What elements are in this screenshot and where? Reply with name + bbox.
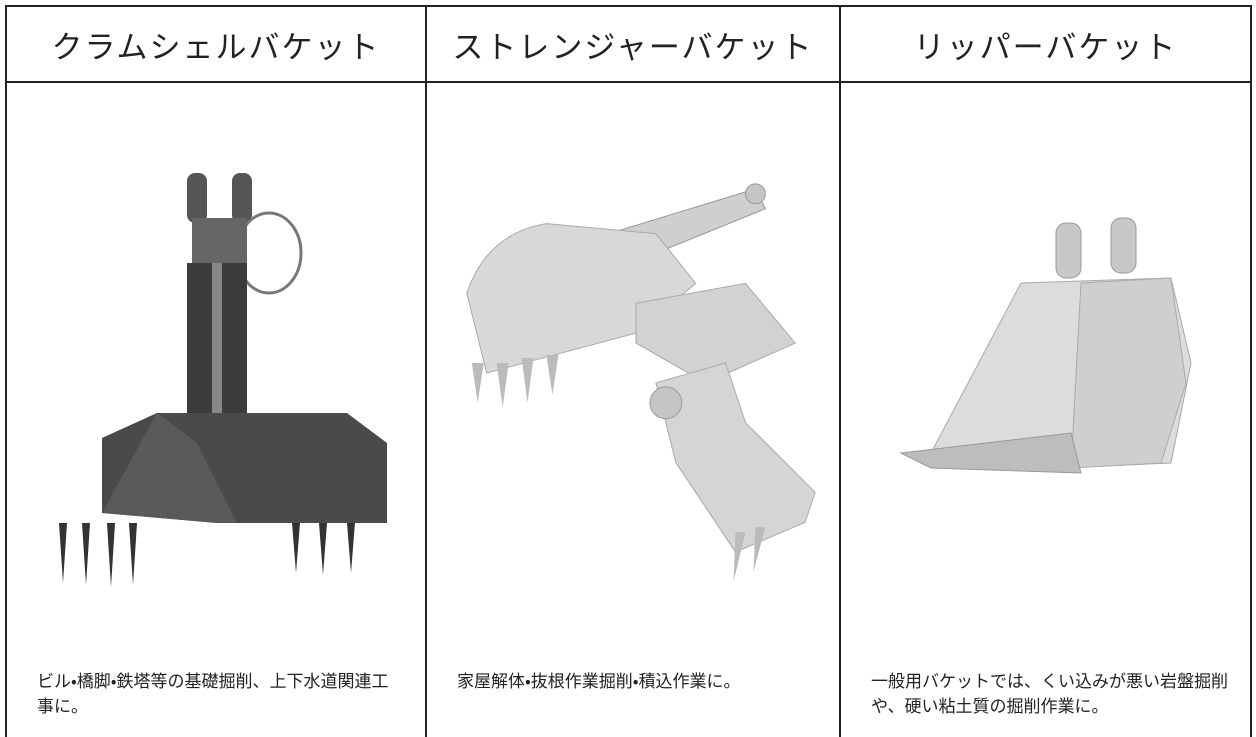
column: ストレンジャーバケット 家屋解体・抜根作業掘削・積込作業に。 xyxy=(425,7,839,737)
column: リッパーバケット 一般用バケットでは、くい込みが悪い岩盤掘削や、硬い粘土質の掘削… xyxy=(839,7,1250,737)
description: ビル・橋脚・鉄塔等の基礎掘削、上下水道関連工事に。 xyxy=(37,672,389,717)
description: 一般用バケットでは、くい込みが悪い岩盤掘削や、硬い粘土質の掘削作業に。 xyxy=(871,672,1228,717)
clamshell-bucket-image xyxy=(59,173,387,587)
column-title: クラムシェルバケット xyxy=(7,7,425,83)
description: 家屋解体・抜根作業掘削・積込作業に。 xyxy=(457,672,741,692)
column-title: リッパーバケット xyxy=(841,7,1250,83)
equipment-table: クラムシェルバケット ビル・橋脚・鉄塔等の基礎掘削、上下水道関連工事に。 ストレ… xyxy=(5,5,1252,737)
ripper-bucket-image xyxy=(899,217,1192,474)
column: クラムシェルバケット ビル・橋脚・鉄塔等の基礎掘削、上下水道関連工事に。 xyxy=(7,7,425,737)
strange-bucket-image xyxy=(466,183,816,582)
column-title: ストレンジャーバケット xyxy=(427,7,839,83)
